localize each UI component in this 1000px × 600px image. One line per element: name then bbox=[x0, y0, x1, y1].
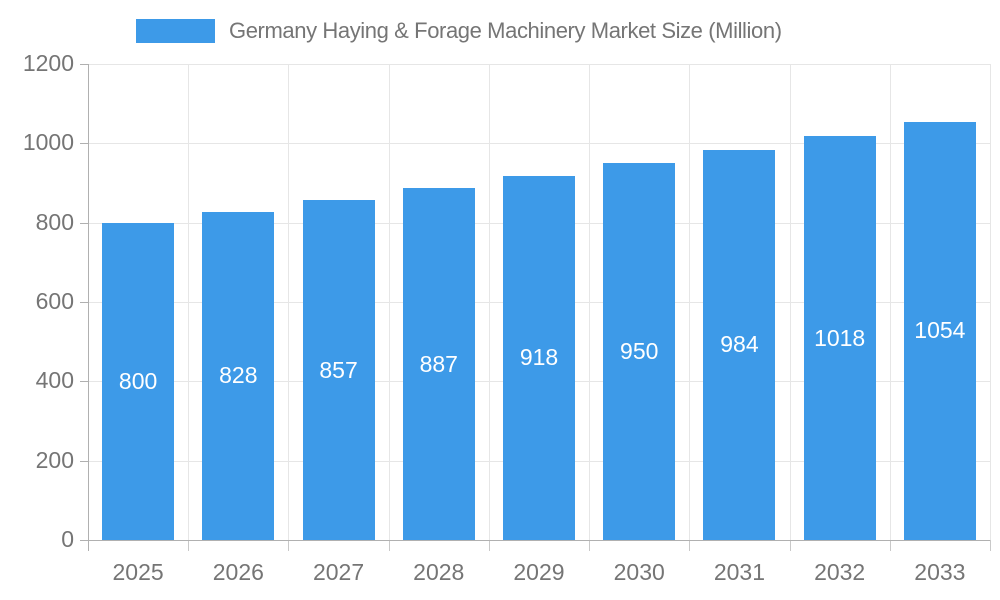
gridline-vertical bbox=[589, 64, 591, 540]
y-axis-tick-label: 0 bbox=[61, 526, 74, 552]
gridline-vertical bbox=[789, 64, 791, 540]
x-tick-mark bbox=[990, 540, 991, 551]
x-tick-mark bbox=[388, 540, 390, 551]
x-axis-tick-label: 2030 bbox=[613, 559, 665, 585]
legend[interactable]: Germany Haying & Forage Machinery Market… bbox=[136, 18, 782, 44]
y-axis-tick-label: 200 bbox=[35, 446, 74, 473]
x-tick-mark bbox=[488, 540, 490, 551]
y-tick-mark bbox=[80, 460, 88, 462]
gridline-vertical bbox=[889, 64, 891, 540]
gridline-vertical bbox=[689, 64, 691, 540]
bar-value-label: 800 bbox=[118, 367, 158, 394]
bar-2029[interactable]: 918 bbox=[503, 175, 575, 540]
bar-2033[interactable]: 1054 bbox=[903, 121, 976, 540]
y-axis-tick-label: 1200 bbox=[22, 50, 74, 76]
gridline-vertical bbox=[388, 64, 390, 540]
bar-2026[interactable]: 828 bbox=[202, 211, 275, 540]
x-tick-mark bbox=[589, 540, 591, 551]
y-tick-mark bbox=[80, 64, 88, 65]
y-tick-mark bbox=[80, 302, 88, 303]
y-axis-line bbox=[88, 64, 89, 551]
gridline-vertical bbox=[488, 64, 490, 540]
x-tick-mark bbox=[288, 540, 290, 551]
gridline-horizontal bbox=[88, 143, 990, 145]
x-axis-line bbox=[80, 540, 990, 541]
gridline-horizontal bbox=[88, 64, 990, 65]
x-tick-mark bbox=[789, 540, 791, 551]
legend-swatch bbox=[136, 19, 215, 43]
x-tick-mark bbox=[889, 540, 891, 551]
x-tick-mark bbox=[188, 540, 190, 551]
bar-2028[interactable]: 887 bbox=[402, 188, 475, 540]
bar-value-label: 828 bbox=[219, 362, 258, 389]
y-axis-tick-label: 800 bbox=[35, 208, 74, 235]
gridline-vertical bbox=[990, 64, 991, 540]
bar-value-label: 918 bbox=[519, 344, 559, 371]
x-tick-mark bbox=[689, 540, 691, 551]
x-axis-tick-label: 2027 bbox=[312, 559, 365, 585]
bar-value-label: 1018 bbox=[814, 324, 866, 351]
x-axis-tick-label: 2029 bbox=[513, 559, 565, 585]
bar-2030[interactable]: 950 bbox=[603, 163, 676, 540]
y-axis-tick-label: 400 bbox=[35, 367, 74, 394]
y-axis-tick-label: 1000 bbox=[22, 129, 74, 156]
bar-2027[interactable]: 857 bbox=[302, 200, 375, 540]
y-axis-tick-label: 600 bbox=[35, 288, 74, 314]
bar-value-label: 857 bbox=[319, 356, 358, 383]
x-axis-tick-label: 2031 bbox=[713, 559, 766, 585]
x-axis-tick-label: 2028 bbox=[413, 559, 465, 585]
bar-2025[interactable]: 800 bbox=[102, 222, 175, 540]
y-tick-mark bbox=[80, 143, 88, 145]
bar-2032[interactable]: 1018 bbox=[803, 136, 876, 540]
x-axis-tick-label: 2033 bbox=[914, 559, 966, 585]
bar-value-label: 984 bbox=[720, 331, 759, 358]
x-axis-tick-label: 2032 bbox=[814, 559, 866, 585]
y-tick-mark bbox=[80, 381, 88, 383]
bar-value-label: 1054 bbox=[914, 317, 966, 344]
bar-2031[interactable]: 984 bbox=[703, 149, 776, 540]
gridline-vertical bbox=[188, 64, 190, 540]
bar-value-label: 950 bbox=[620, 338, 659, 365]
y-tick-mark bbox=[80, 222, 88, 224]
gridline-vertical bbox=[288, 64, 290, 540]
bar-value-label: 887 bbox=[419, 350, 458, 377]
x-axis-tick-label: 2026 bbox=[212, 559, 264, 585]
x-axis-tick-label: 2025 bbox=[112, 559, 164, 585]
chart-title: Germany Haying & Forage Machinery Market… bbox=[229, 18, 782, 43]
